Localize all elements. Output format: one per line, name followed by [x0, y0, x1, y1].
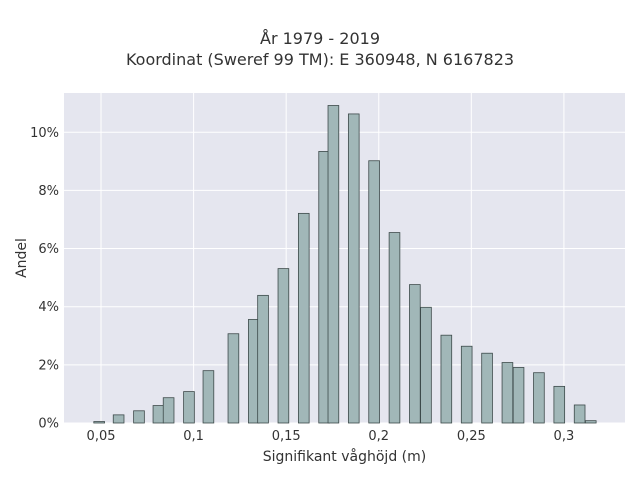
histogram-bar	[93, 421, 105, 424]
histogram-bar	[277, 268, 290, 424]
histogram-bar	[501, 362, 514, 424]
x-axis-ticks: 0,05 0,1 0,15 0,2 0,25 0,3	[87, 429, 575, 444]
histogram-bar	[440, 334, 453, 424]
y-tick-label: 0%	[38, 417, 59, 432]
histogram-bar	[409, 284, 421, 424]
histogram-bar	[420, 306, 432, 424]
histogram-bar	[512, 367, 525, 424]
histogram-bar	[297, 212, 310, 424]
histogram-bar	[227, 333, 240, 424]
y-tick-label: 10%	[30, 126, 59, 141]
x-tick-label: 0,1	[183, 429, 204, 444]
histogram-bar	[162, 397, 175, 424]
histogram-bar	[388, 232, 401, 424]
histogram-bar	[533, 372, 545, 424]
histogram-bar	[133, 410, 145, 424]
plot-area	[64, 93, 625, 423]
histogram-bar	[460, 345, 473, 424]
chart-title-line-2: Koordinat (Sweref 99 TM): E 360948, N 61…	[125, 50, 515, 69]
y-tick-label: 4%	[38, 300, 59, 315]
x-tick-label: 0,2	[368, 429, 389, 444]
histogram-bar	[327, 105, 340, 424]
histogram-bar	[152, 405, 165, 424]
histogram-bar	[257, 294, 269, 424]
y-axis-label: Andel	[14, 238, 30, 278]
y-axis-ticks: 0% 2% 4% 6% 8% 10%	[30, 126, 59, 432]
y-tick-label: 6%	[38, 242, 59, 257]
y-tick-label: 8%	[38, 184, 59, 199]
chart-title: År 1979 - 2019 Koordinat (Sweref 99 TM):…	[0, 28, 640, 70]
bars	[93, 105, 597, 424]
x-tick-label: 0,25	[457, 429, 486, 444]
histogram-bar	[183, 391, 195, 424]
histogram-bar	[202, 370, 215, 424]
histogram-bar	[481, 352, 493, 424]
histogram-bar	[584, 420, 597, 424]
histogram-bar	[112, 414, 125, 424]
histogram-bar	[347, 113, 360, 424]
x-tick-label: 0,3	[554, 429, 575, 444]
histogram-bar	[368, 160, 380, 424]
chart-title-line-1: År 1979 - 2019	[260, 29, 380, 48]
x-tick-label: 0,15	[272, 429, 301, 444]
y-tick-label: 2%	[38, 358, 59, 373]
histogram-bar	[573, 404, 586, 424]
x-tick-label: 0,05	[87, 429, 116, 444]
x-axis-label: Signifikant våghöjd (m)	[263, 448, 426, 465]
histogram-bar	[553, 385, 566, 424]
